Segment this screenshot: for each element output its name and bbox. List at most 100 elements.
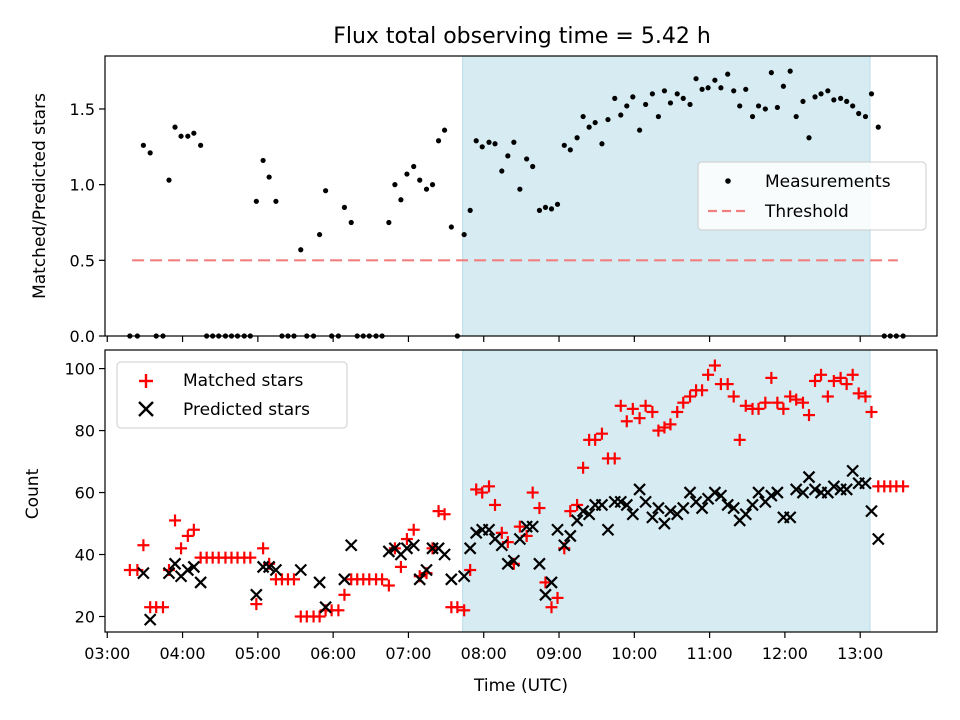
matched-star-point: [865, 405, 878, 418]
measurement-point: [649, 91, 655, 97]
measurement-point: [253, 198, 259, 204]
measurement-point: [505, 153, 511, 159]
predicted-star-point: [633, 483, 646, 496]
x-tick-label: 07:00: [385, 644, 431, 663]
matched-star-point: [313, 610, 326, 623]
predicted-star-point: [533, 557, 546, 571]
measurement-point: [755, 103, 762, 109]
measurement-point: [511, 139, 517, 145]
matched-star-point: [376, 573, 389, 586]
matched-star-point: [684, 390, 697, 403]
measurement-point: [612, 95, 618, 101]
predicted-star-point: [789, 483, 803, 496]
matched-star-point: [897, 480, 910, 493]
matched-star-point: [620, 415, 633, 428]
predicted-star-point: [558, 538, 571, 552]
predicted-star-point: [620, 498, 634, 512]
predicted-star-point: [420, 563, 433, 577]
matched-star-point: [513, 520, 526, 533]
measurement-point: [831, 97, 837, 103]
predicted-star-point: [438, 548, 451, 561]
predicted-star-point: [808, 483, 822, 496]
measurement-point: [341, 204, 348, 210]
measurement-point: [774, 104, 780, 111]
x-axis-label: Time (UTC): [473, 676, 568, 696]
predicted-star-point: [683, 486, 697, 499]
measurement-point: [542, 204, 549, 210]
measurement-point: [316, 231, 323, 238]
measurement-point: [674, 91, 680, 97]
measurement-point: [655, 113, 662, 120]
matched-star-point: [244, 551, 257, 564]
legend-matched-marker: [139, 374, 153, 388]
predicted-star-point: [601, 523, 615, 537]
predicted-star-point: [526, 520, 539, 533]
predicted-star-point: [771, 486, 784, 499]
predicted-star-point: [595, 498, 609, 512]
y-tick-label: 80: [75, 422, 95, 441]
matched-star-point: [790, 393, 803, 406]
matched-star-point: [564, 505, 577, 518]
matched-star-point: [702, 368, 715, 381]
measurement-point: [862, 113, 869, 120]
measurement-point: [705, 85, 711, 91]
predicted-star-point: [143, 613, 157, 626]
legend-measurements-marker: [725, 178, 731, 184]
measurement-point: [787, 68, 793, 74]
predicted-star-point: [194, 576, 207, 589]
matched-star-point: [257, 542, 270, 555]
x-tick-label: 09:00: [536, 644, 582, 663]
top-axes-frame: [104, 55, 938, 337]
matched-star-point: [332, 604, 345, 617]
measurement-point: [667, 100, 674, 106]
matched-star-point: [495, 526, 508, 539]
matched-star-point: [765, 371, 778, 384]
measurement-point: [818, 91, 824, 97]
matched-star-point: [287, 573, 300, 586]
measurement-point: [517, 186, 523, 192]
predicted-stars-points: [137, 464, 885, 626]
matched-star-point: [470, 483, 483, 496]
bottom-panel: 20 40 60 80 100 03:00 04:00 05:00 06:00 07:00 08:…: [23, 349, 938, 696]
measurement-point: [548, 206, 555, 212]
predicted-star-point: [168, 557, 182, 571]
measurement-point: [636, 127, 643, 133]
measurement-point: [147, 150, 153, 156]
measurement-point: [166, 177, 172, 183]
measurement-point: [825, 88, 831, 94]
matched-star-point: [658, 421, 671, 434]
matched-star-point: [551, 591, 564, 604]
predicted-star-point: [871, 532, 885, 546]
matched-star-point: [137, 539, 150, 552]
measurement-point: [586, 124, 592, 130]
y-tick-label: 0.5: [70, 251, 95, 270]
predicted-star-point: [250, 588, 263, 602]
matched-star-point: [539, 576, 552, 589]
predicted-star-point: [469, 526, 483, 540]
matched-star-point: [483, 480, 495, 493]
measurement-point: [417, 177, 423, 183]
measurement-point: [592, 119, 598, 126]
matched-star-point: [633, 412, 646, 425]
matched-star-point: [639, 399, 652, 412]
predicted-star-point: [400, 542, 414, 555]
measurement-point: [554, 201, 561, 207]
predicted-star-point: [695, 501, 709, 515]
measurement-point: [486, 139, 492, 145]
x-tick-label: 13:00: [837, 644, 883, 663]
measurement-point: [687, 101, 693, 108]
matched-star-point: [840, 378, 853, 391]
matched-star-point: [526, 486, 539, 499]
matched-star-point: [796, 396, 809, 409]
measurement-point: [868, 91, 875, 97]
predicted-star-point: [827, 480, 841, 493]
measurement-point: [266, 174, 272, 180]
measurement-point: [524, 156, 530, 162]
predicted-star-point: [495, 538, 509, 552]
matched-star-point: [589, 433, 602, 446]
top-legend: Measurements Threshold: [697, 161, 927, 231]
predicted-star-point: [187, 560, 201, 574]
x-tick-label: 08:00: [461, 644, 507, 663]
measurement-point: [800, 98, 806, 105]
